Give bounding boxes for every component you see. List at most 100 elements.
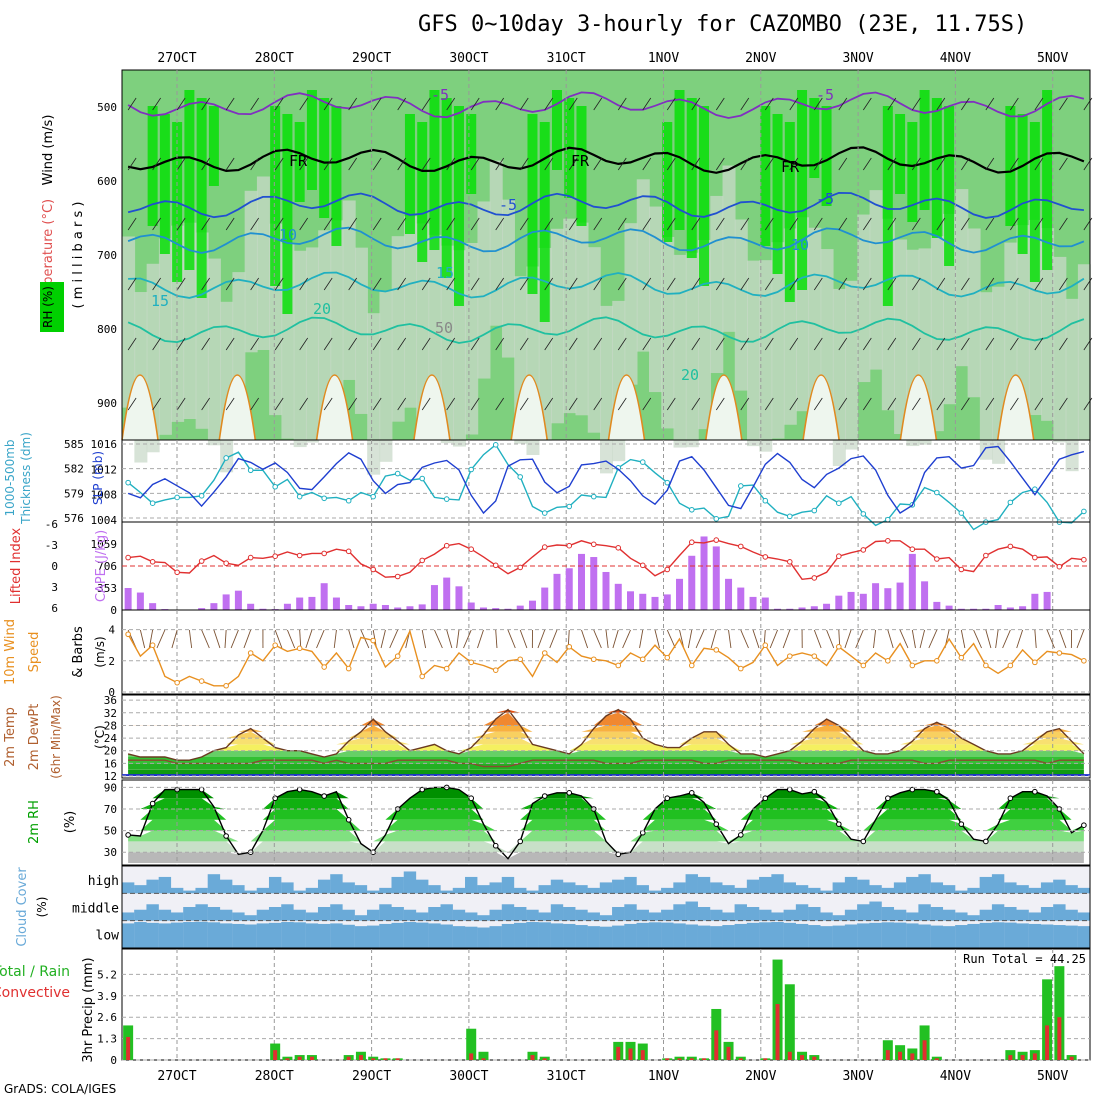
cloud-bar (354, 885, 368, 894)
cloud-bar (219, 909, 233, 921)
cloud-bar (403, 909, 417, 921)
rh-moist-column (208, 106, 219, 186)
wind-barb (397, 157, 407, 171)
cape-bar (124, 588, 132, 610)
wind-speed-line-marker (468, 659, 475, 666)
cloud-bar (146, 879, 159, 894)
wind-barb (887, 397, 897, 411)
wind-speed-label: Speed (27, 632, 42, 673)
temp-tick-label: 12 (104, 770, 117, 783)
wind-speed-line-marker (983, 662, 989, 669)
wind-barb (838, 397, 848, 411)
cloud-bar (428, 885, 441, 894)
wind-barb (519, 157, 529, 171)
cloud-bar (538, 885, 551, 894)
lifted-index-line-marker (860, 547, 867, 553)
cloud-bar (281, 922, 294, 948)
cloud-bar (869, 885, 882, 894)
cape-bar (627, 591, 635, 610)
surface-wind-barb (1076, 629, 1085, 649)
rh-line-marker (615, 851, 622, 858)
pressure-tick-label: 800 (97, 323, 117, 336)
wind-barb (764, 157, 774, 171)
temp-tick-label: 16 (104, 757, 117, 770)
cloud-bar (452, 887, 466, 894)
cloud-bar (281, 904, 294, 921)
rh-line-marker (223, 833, 229, 839)
wind-barb (617, 397, 627, 411)
isotherm-line (127, 316, 1085, 344)
cape-bar (590, 557, 598, 610)
cape-bar (357, 606, 365, 610)
wind-barb (446, 217, 456, 231)
thickness-line-marker (1007, 499, 1014, 506)
lifted-tick-label: 3 (51, 581, 58, 594)
precip-conv-bar (469, 1053, 474, 1060)
wind-barb (838, 337, 848, 351)
wind-barb (397, 97, 407, 111)
cloud-bar (771, 922, 784, 948)
precip-total-bar (674, 1056, 685, 1060)
date-label-bottom: 30OCT (449, 1069, 488, 1084)
wind-speed-line-marker (639, 656, 646, 663)
cloud-bar (501, 876, 515, 894)
cloud-bar (293, 890, 306, 894)
cloud-bar (514, 887, 527, 894)
cape-bar (467, 602, 475, 610)
precip-tick-label: 5.2 (97, 968, 117, 981)
precip-total-label: Total / Rain (0, 964, 70, 980)
cloud-bar (391, 907, 404, 921)
wind-barb (446, 277, 456, 291)
cloud-bar (906, 876, 919, 894)
thickness-line-marker (885, 516, 891, 523)
cloud-bar (942, 926, 956, 948)
wind-barb (152, 217, 161, 231)
temp-label: 2m Temp (3, 707, 18, 767)
wind-speed-line-marker (1032, 659, 1038, 666)
wind-barb (911, 217, 921, 231)
cloud-bar (195, 887, 208, 894)
wind-barb (299, 157, 309, 171)
wind-barb (544, 337, 554, 351)
lifted-index-line-marker (541, 544, 548, 550)
date-label-bottom: 27OCT (157, 1069, 196, 1084)
temp-tick-label: 36 (104, 694, 117, 707)
wind-speed-line-marker (885, 658, 891, 664)
wind-barb (642, 157, 652, 171)
wind-barb (495, 157, 505, 171)
wind-barb (470, 97, 480, 111)
thickness-tick-label: 576 (64, 512, 84, 525)
cloud-bar (783, 882, 796, 894)
thickness-line-marker (296, 493, 303, 500)
dewpt-label: 2m DewPt (27, 704, 42, 771)
wind-barb (568, 157, 578, 171)
cape-bar (749, 596, 757, 610)
rh-moist-column (895, 114, 906, 194)
surface-wind-barb (456, 629, 460, 649)
cape-bar (1006, 607, 1014, 610)
wind-barb (446, 337, 456, 351)
precip-conv-bar (273, 1050, 278, 1060)
cape-bar (786, 608, 794, 610)
precip-conv-bar (812, 1056, 817, 1060)
rh-dry-column (342, 200, 356, 380)
wind-barb (838, 157, 848, 171)
cape-bar (1043, 591, 1051, 610)
cloud-bar (501, 904, 515, 921)
cloud-bar (1028, 912, 1042, 921)
rh-dry-column (244, 190, 258, 353)
wind-barb (740, 337, 750, 351)
cloud-bar (477, 915, 490, 921)
lifted-index-line (128, 539, 1084, 581)
wind-barb (961, 157, 970, 171)
cloud-bar (342, 909, 355, 921)
wind-barb (764, 217, 774, 231)
cape-bar (712, 546, 720, 610)
cape-bar (688, 555, 696, 610)
wind-speed-line-marker (492, 667, 499, 673)
contour-label: 10 (279, 226, 297, 244)
cloud-bar (403, 871, 417, 894)
cloud-bar (207, 922, 221, 948)
cloud-bar (1004, 882, 1017, 894)
cloud-bar (930, 907, 944, 921)
